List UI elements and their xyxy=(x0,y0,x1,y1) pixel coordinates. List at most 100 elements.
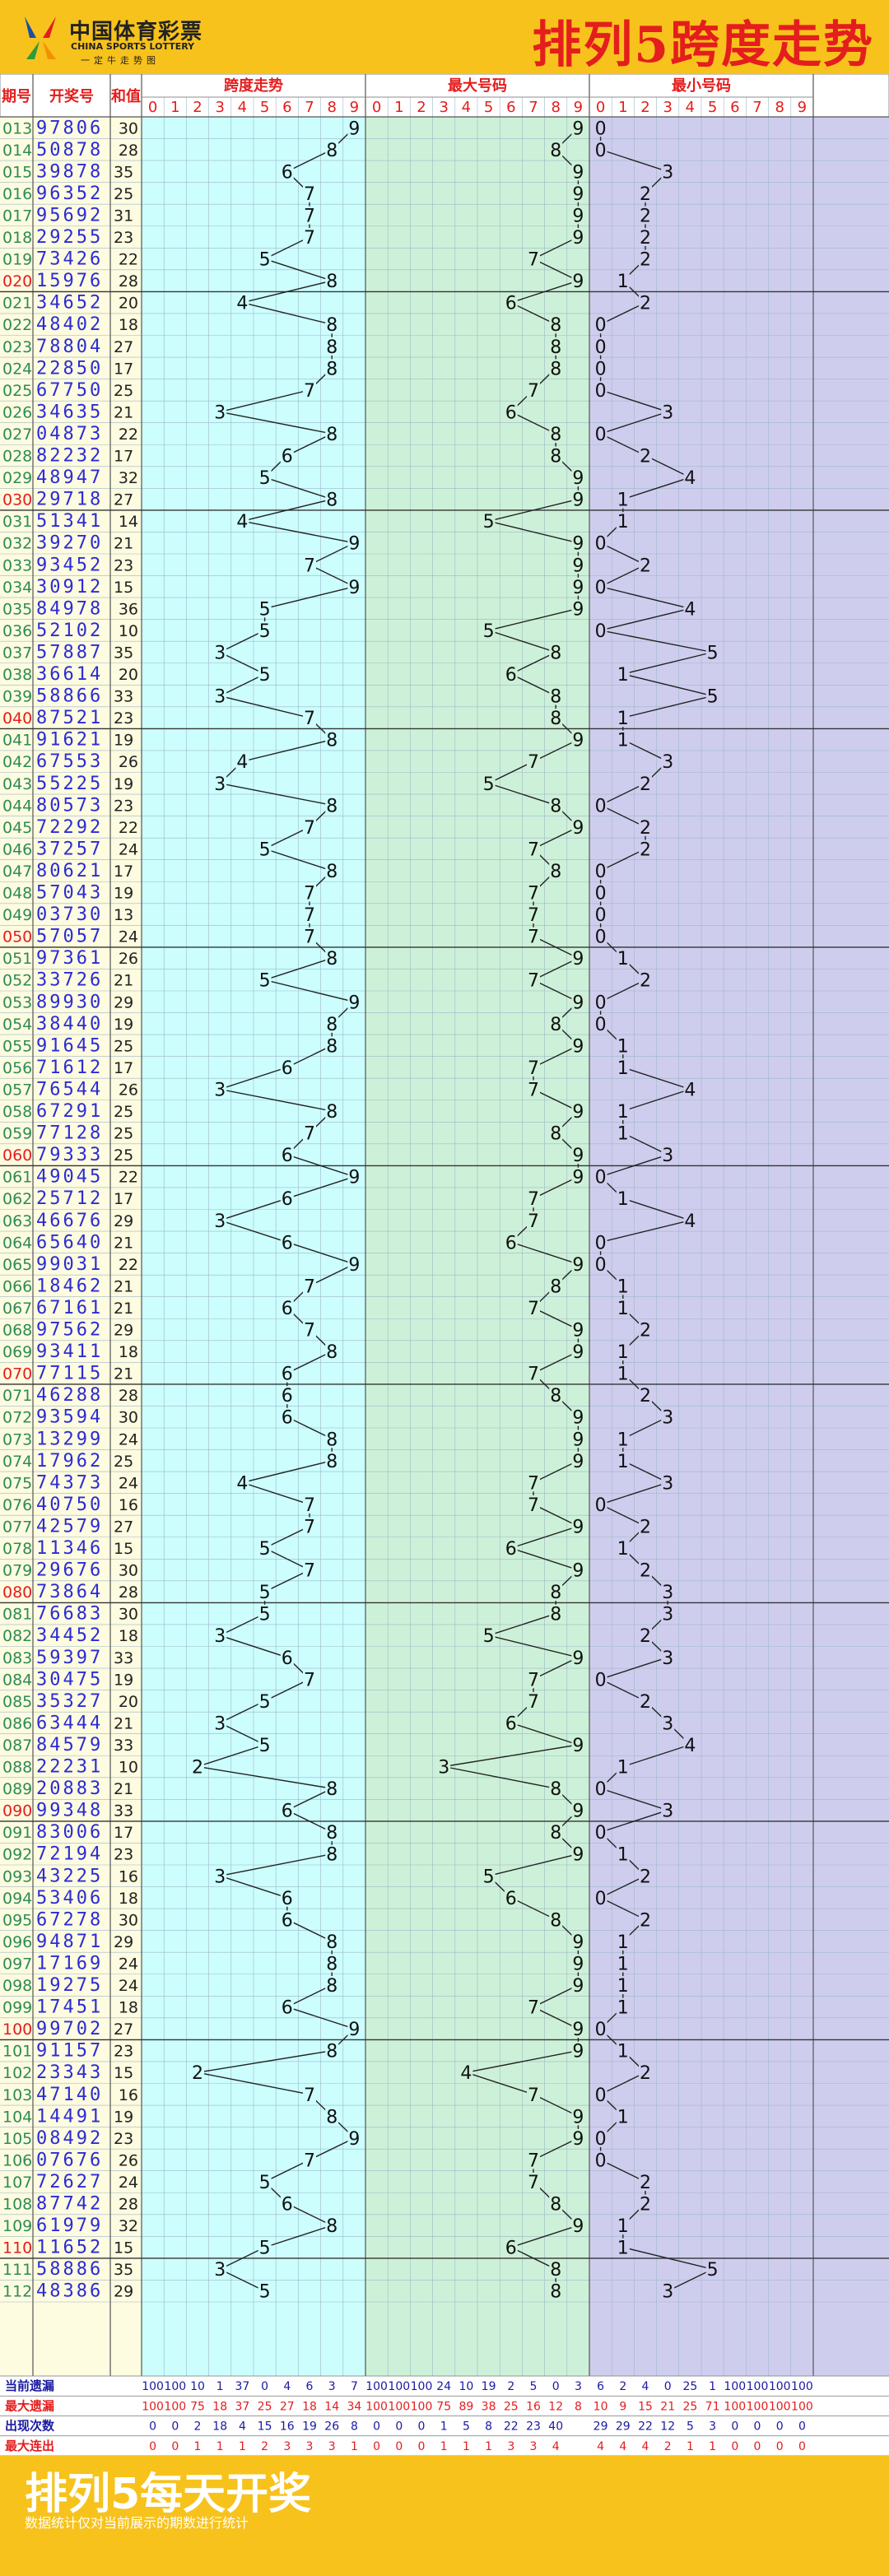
trend-point-span: 7 xyxy=(304,228,315,249)
trend-point-bg xyxy=(347,119,361,137)
draw-number: 04873 xyxy=(36,424,103,444)
trend-point-min: 1 xyxy=(617,709,629,729)
trend-point-bg xyxy=(303,556,316,574)
issue-number: 057 xyxy=(2,1081,32,1099)
draw-number: 67278 xyxy=(36,1909,103,1930)
issue-number: 038 xyxy=(2,666,32,684)
stats-value: 100 xyxy=(411,2380,433,2393)
trend-point-min: 1 xyxy=(617,1932,629,1953)
trend-point-min: 4 xyxy=(684,1080,696,1100)
issue-number: 035 xyxy=(2,600,32,618)
trend-point-span: 7 xyxy=(304,928,315,948)
stats-value: 1 xyxy=(463,2440,470,2453)
trend-point-span: 7 xyxy=(304,818,315,839)
logo-slogan: 一定牛走势图 xyxy=(81,55,160,66)
trend-point-min: 2 xyxy=(640,1321,651,1341)
trend-point-span: 8 xyxy=(326,1015,337,1035)
trend-point-bg xyxy=(213,1080,227,1099)
trend-point-bg xyxy=(616,1364,630,1383)
trend-point-max: 7 xyxy=(528,250,539,271)
trend-point-span: 8 xyxy=(326,1342,337,1363)
trend-point-min: 1 xyxy=(617,272,629,292)
trend-point-bg xyxy=(639,1560,652,1579)
trend-point-bg xyxy=(213,1867,227,1886)
sum-value: 27 xyxy=(114,2020,133,2039)
issue-number: 054 xyxy=(2,1016,32,1034)
trend-point-bg xyxy=(437,1757,451,1776)
trend-point-min: 2 xyxy=(640,1517,651,1537)
trend-point-max: 7 xyxy=(528,1692,539,1713)
trend-point-max: 8 xyxy=(550,1583,561,1603)
sum-value: 19 xyxy=(114,775,133,793)
stats-value: 37 xyxy=(235,2400,249,2413)
trend-point-bg xyxy=(549,2260,563,2279)
trend-point-bg xyxy=(527,1211,540,1230)
trend-point-bg xyxy=(303,1276,316,1295)
sum-value: 21 xyxy=(114,1714,133,1732)
trend-point-min: 2 xyxy=(640,2173,651,2193)
trend-point-bg xyxy=(303,927,316,946)
sum-value: 19 xyxy=(114,2108,133,2126)
trend-point-bg xyxy=(571,1102,585,1121)
trend-point-bg xyxy=(616,1298,630,1317)
draw-number: 13299 xyxy=(36,1429,103,1449)
sum-value: 17 xyxy=(114,1824,133,1842)
issue-number: 081 xyxy=(2,1606,32,1624)
trend-point-max: 6 xyxy=(505,2239,517,2259)
sum-value: 17 xyxy=(114,1059,133,1077)
draw-number: 46676 xyxy=(36,1211,103,1231)
header-digit-max: 0 xyxy=(372,99,381,116)
header-digit-min: 1 xyxy=(618,99,627,116)
trend-point-max: 9 xyxy=(572,162,584,183)
issue-number: 064 xyxy=(2,1234,32,1252)
draw-number: 11652 xyxy=(36,2238,103,2258)
trend-point-bg xyxy=(571,1560,585,1579)
trend-point-bg xyxy=(661,2281,675,2300)
issue-number: 061 xyxy=(2,1169,32,1187)
draw-number: 14491 xyxy=(36,2106,103,2127)
trend-point-max: 9 xyxy=(572,2129,584,2150)
trend-point-span: 9 xyxy=(348,1168,360,1188)
trend-point-span: 5 xyxy=(259,1583,271,1603)
trend-point-max: 9 xyxy=(572,1736,584,1756)
trend-point-bg xyxy=(303,1495,316,1514)
trend-point-bg xyxy=(616,512,630,531)
trend-point-bg xyxy=(571,1254,585,1273)
trend-point-bg xyxy=(527,839,540,858)
stats-value: 100 xyxy=(388,2400,410,2413)
trend-point-span: 6 xyxy=(282,1233,293,1253)
trend-point-bg xyxy=(593,1254,607,1273)
trend-point-bg xyxy=(213,2260,227,2279)
stats-value: 100 xyxy=(769,2380,791,2393)
trend-point-bg xyxy=(571,2020,585,2039)
trend-point-bg xyxy=(616,1058,630,1076)
sum-value: 33 xyxy=(114,1737,133,1755)
trend-point-max: 9 xyxy=(572,228,584,249)
sum-value: 24 xyxy=(119,1474,138,1492)
trend-point-min: 0 xyxy=(595,359,607,379)
sum-value: 30 xyxy=(119,1562,138,1580)
trend-line-min xyxy=(598,128,714,2292)
trend-point-min: 2 xyxy=(640,1867,651,1887)
sum-value: 35 xyxy=(114,2261,133,2279)
trend-point-min: 0 xyxy=(595,621,607,642)
trend-point-max: 9 xyxy=(572,1452,584,1472)
trend-point-max: 7 xyxy=(528,381,539,402)
trend-point-span: 3 xyxy=(214,643,226,663)
trend-point-max: 9 xyxy=(572,2216,584,2237)
trend-point-span: 9 xyxy=(348,2129,360,2150)
trend-point-max: 6 xyxy=(505,402,517,423)
trend-point-max: 9 xyxy=(572,1517,584,1537)
stats-label: 出现次数 xyxy=(5,2419,55,2434)
trend-point-bg xyxy=(571,1844,585,1863)
stats-value: 22 xyxy=(504,2420,519,2434)
trend-point-span: 3 xyxy=(214,687,226,708)
trend-point-bg xyxy=(280,1648,294,1667)
trend-point-bg xyxy=(593,359,607,378)
trend-point-span: 8 xyxy=(326,862,337,882)
sum-value: 36 xyxy=(119,600,138,618)
trend-point-min: 5 xyxy=(707,2260,719,2281)
header-digit-span: 4 xyxy=(238,99,247,116)
sum-value: 28 xyxy=(119,2196,138,2214)
trend-point-span: 9 xyxy=(348,1255,360,1276)
